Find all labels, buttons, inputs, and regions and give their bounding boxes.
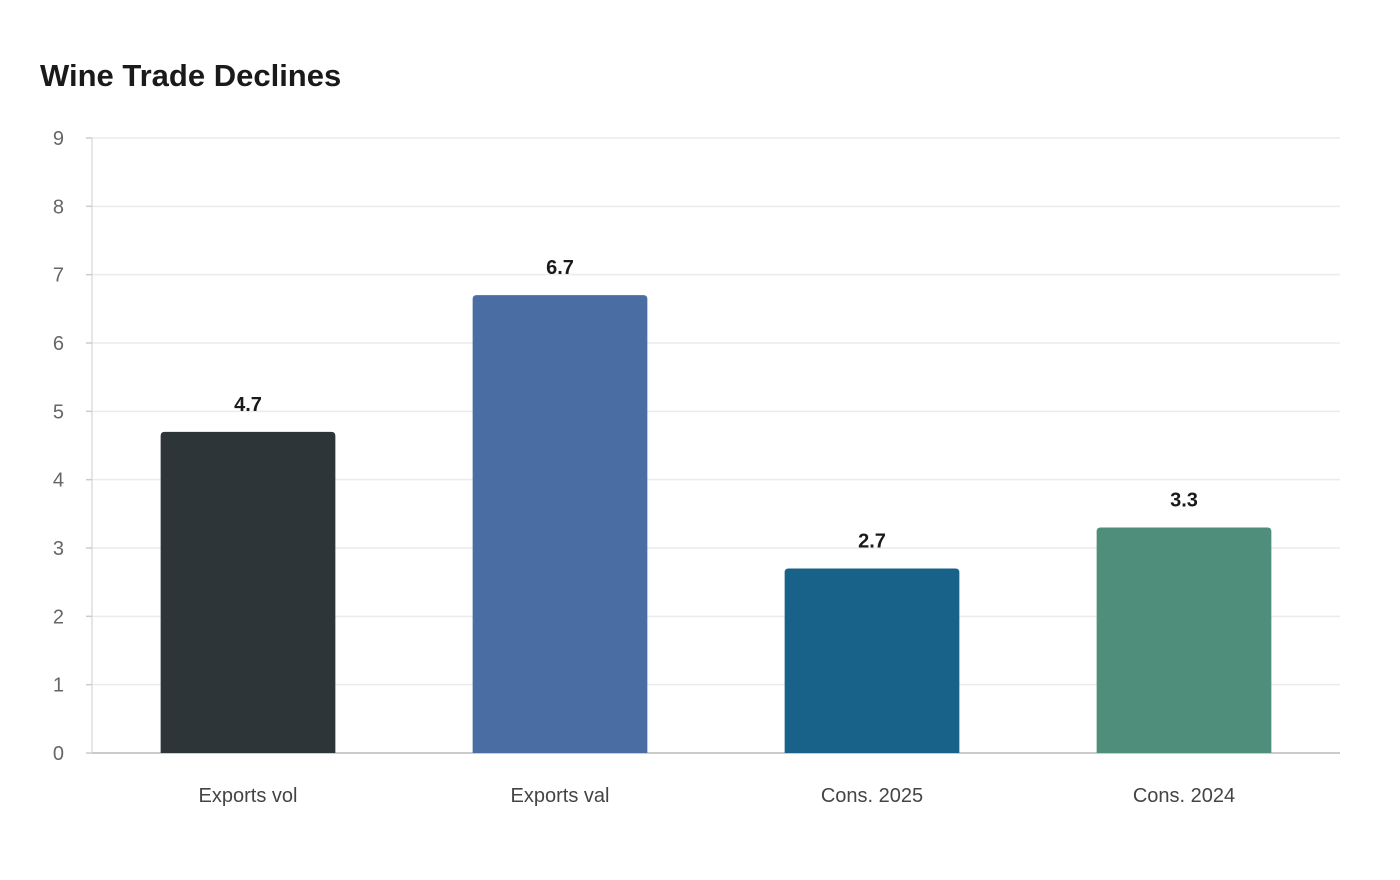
y-tick-label: 8 [53,196,64,218]
value-label: 2.7 [858,531,886,553]
category-label: Exports val [511,785,610,807]
y-axis-ticks: 0 1 2 3 4 5 6 7 8 9 [53,128,92,765]
category-label: Cons. 2024 [1133,785,1235,807]
chart-title: Wine Trade Declines [40,58,342,93]
value-label: 3.3 [1170,490,1198,512]
y-tick-label: 3 [53,538,64,560]
y-tick-label: 4 [53,470,64,492]
y-tick-label: 6 [53,333,64,355]
category-label: Cons. 2025 [821,785,923,807]
bar-cons-2025 [784,568,960,753]
value-label: 6.7 [546,257,574,279]
value-labels: 4.7 6.7 2.7 3.3 [234,257,1198,552]
bar-cons-2024 [1096,527,1272,753]
y-tick-label: 5 [53,401,64,423]
y-tick-label: 1 [53,675,64,697]
y-tick-label: 2 [53,606,64,628]
category-label: Exports vol [199,785,298,807]
bar-exports-val [472,295,648,753]
category-labels: Exports vol Exports val Cons. 2025 Cons. 20… [199,785,1236,807]
bars [160,295,1272,753]
value-label: 4.7 [234,394,262,416]
bar-exports-vol [160,431,336,753]
y-tick-label: 7 [53,265,64,287]
y-tick-label: 9 [53,128,64,150]
y-tick-label: 0 [53,743,64,765]
